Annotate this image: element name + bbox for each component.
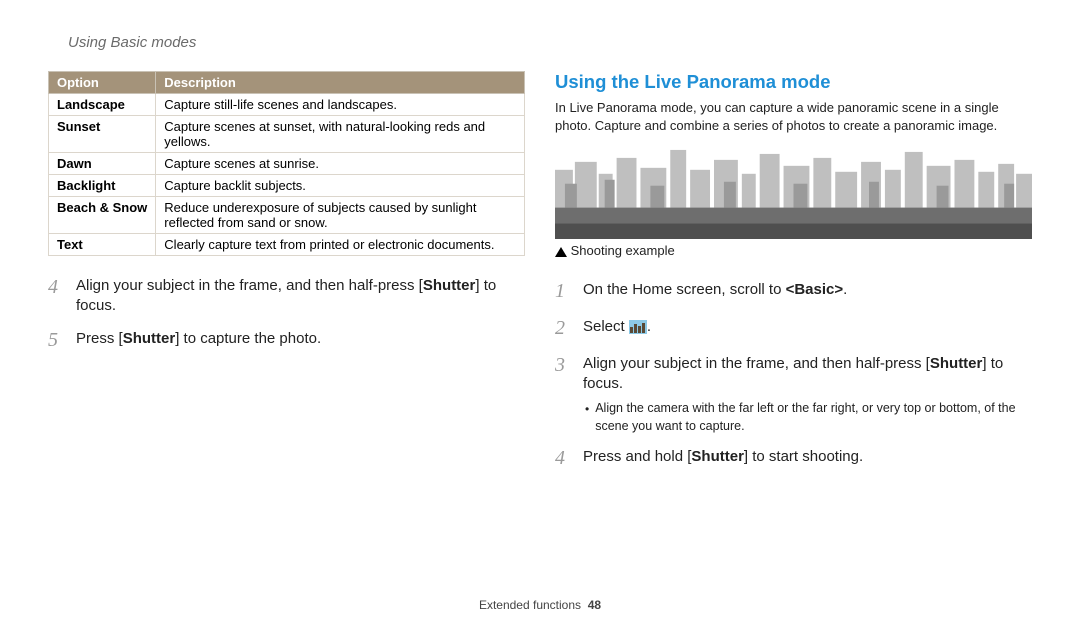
step-text: Align your subject in the frame, and the… xyxy=(583,352,1032,395)
options-table: Option Description LandscapeCapture stil… xyxy=(48,71,525,256)
step-number: 1 xyxy=(555,278,573,305)
step-text: Select . xyxy=(583,315,651,342)
table-row: BacklightCapture backlit subjects. xyxy=(49,175,525,197)
triangle-up-icon xyxy=(555,245,567,260)
section-intro: In Live Panorama mode, you can capture a… xyxy=(555,99,1032,134)
option-desc: Capture still-life scenes and landscapes… xyxy=(156,94,525,116)
option-name: Sunset xyxy=(49,116,156,153)
option-desc: Clearly capture text from printed or ele… xyxy=(156,234,525,256)
step-number: 4 xyxy=(48,274,66,317)
panorama-caption: Shooting example xyxy=(555,243,1032,259)
step-2-right: 2 Select . xyxy=(555,315,1032,342)
bullet-icon: • xyxy=(585,400,589,435)
step-3-right: 3 Align your subject in the frame, and t… xyxy=(555,352,1032,395)
step-3-sub: • Align the camera with the far left or … xyxy=(585,400,1032,435)
table-row: TextClearly capture text from printed or… xyxy=(49,234,525,256)
step-text: Press [Shutter] to capture the photo. xyxy=(76,327,321,354)
option-desc: Reduce underexposure of subjects caused … xyxy=(156,197,525,234)
step-5-left: 5 Press [Shutter] to capture the photo. xyxy=(48,327,525,354)
table-row: SunsetCapture scenes at sunset, with nat… xyxy=(49,116,525,153)
table-row: DawnCapture scenes at sunrise. xyxy=(49,153,525,175)
step-4-left: 4 Align your subject in the frame, and t… xyxy=(48,274,525,317)
left-column: Option Description LandscapeCapture stil… xyxy=(48,71,525,482)
step-text: Align your subject in the frame, and the… xyxy=(76,274,525,317)
option-desc: Capture scenes at sunset, with natural-l… xyxy=(156,116,525,153)
table-row: LandscapeCapture still-life scenes and l… xyxy=(49,94,525,116)
option-name: Dawn xyxy=(49,153,156,175)
right-column: Using the Live Panorama mode In Live Pan… xyxy=(555,71,1032,482)
panorama-mode-icon xyxy=(629,320,647,334)
breadcrumb: Using Basic modes xyxy=(68,34,1032,51)
option-name: Beach & Snow xyxy=(49,197,156,234)
option-name: Landscape xyxy=(49,94,156,116)
option-name: Backlight xyxy=(49,175,156,197)
step-number: 4 xyxy=(555,445,573,472)
footer-section: Extended functions xyxy=(479,598,581,612)
step-number: 5 xyxy=(48,327,66,354)
step-4-right: 4 Press and hold [Shutter] to start shoo… xyxy=(555,445,1032,472)
table-row: Beach & SnowReduce underexposure of subj… xyxy=(49,197,525,234)
option-name: Text xyxy=(49,234,156,256)
footer-page-number: 48 xyxy=(588,598,601,612)
step-1-right: 1 On the Home screen, scroll to <Basic>. xyxy=(555,278,1032,305)
option-desc: Capture backlit subjects. xyxy=(156,175,525,197)
table-header-option: Option xyxy=(49,72,156,94)
section-title: Using the Live Panorama mode xyxy=(555,71,1032,93)
step-text: Press and hold [Shutter] to start shooti… xyxy=(583,445,863,472)
step-number: 2 xyxy=(555,315,573,342)
table-header-description: Description xyxy=(156,72,525,94)
step-text: On the Home screen, scroll to <Basic>. xyxy=(583,278,847,305)
panorama-example-image xyxy=(555,140,1032,239)
step-number: 3 xyxy=(555,352,573,395)
footer: Extended functions 48 xyxy=(0,598,1080,612)
option-desc: Capture scenes at sunrise. xyxy=(156,153,525,175)
